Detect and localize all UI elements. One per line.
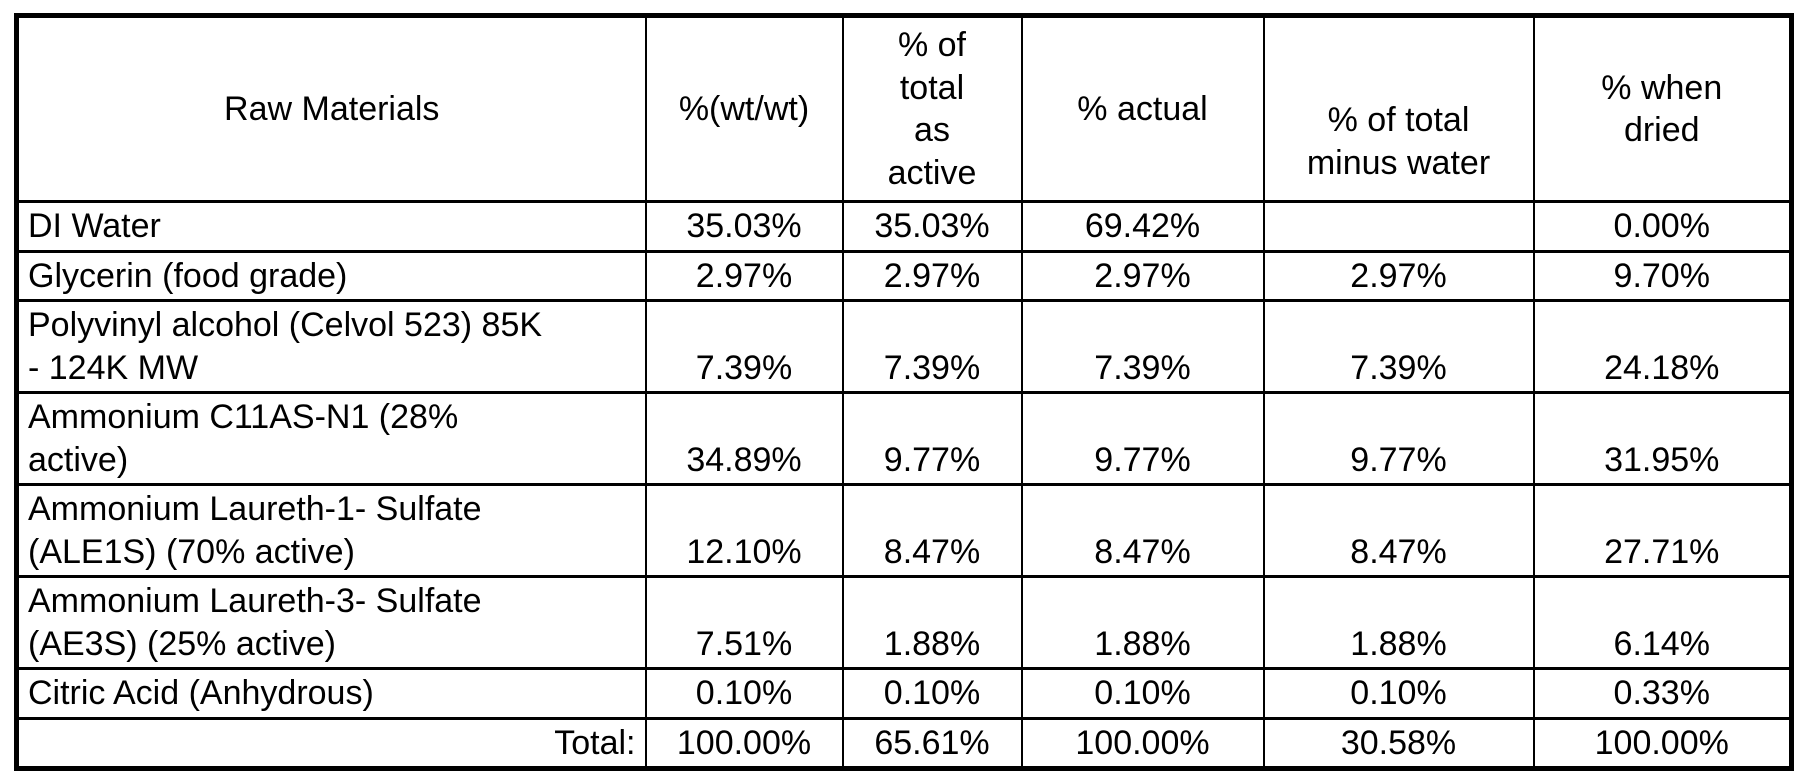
- wt-wt-cell: 7.39%: [644, 299, 844, 394]
- actual-cell: 8.47%: [1020, 483, 1265, 578]
- when-dried-cell: 0.00%: [1532, 200, 1793, 253]
- wt-wt-cell: 7.51%: [644, 575, 844, 670]
- total-as-active-cell: 35.03%: [841, 200, 1023, 253]
- column-header-actual: % actual: [1020, 14, 1265, 203]
- actual-cell: 9.77%: [1020, 391, 1265, 486]
- when-dried-cell: 31.95%: [1532, 391, 1793, 486]
- when-dried-cell: 24.18%: [1532, 299, 1793, 394]
- raw-materials-table: Raw Materials %(wt/wt) % of total as act…: [14, 13, 1794, 771]
- total-actual-cell: 100.00%: [1020, 716, 1265, 770]
- table-body: DI Water 35.03% 35.03% 69.42% 0.00% Glyc…: [15, 200, 1793, 770]
- wt-wt-cell: 0.10%: [644, 667, 844, 720]
- actual-cell: 7.39%: [1020, 299, 1265, 394]
- actual-cell: 69.42%: [1020, 200, 1265, 253]
- wt-wt-cell: 34.89%: [644, 391, 844, 486]
- total-minus-water-cell: 8.47%: [1262, 483, 1535, 578]
- column-header-total-minus-water: % of total minus water: [1262, 14, 1535, 203]
- wt-wt-cell: 12.10%: [644, 483, 844, 578]
- actual-cell: 2.97%: [1020, 249, 1265, 302]
- actual-cell: 0.10%: [1020, 667, 1265, 720]
- actual-cell: 1.88%: [1020, 575, 1265, 670]
- total-minus-water-cell: 30.58%: [1262, 716, 1535, 770]
- header-row: Raw Materials %(wt/wt) % of total as act…: [15, 14, 1793, 203]
- table-row-citric-acid: Citric Acid (Anhydrous) 0.10% 0.10% 0.10…: [15, 667, 1793, 720]
- when-dried-cell: 0.33%: [1532, 667, 1793, 720]
- total-as-active-cell: 8.47%: [841, 483, 1023, 578]
- total-wt-wt-cell: 100.00%: [644, 716, 844, 770]
- total-as-active-cell: 2.97%: [841, 249, 1023, 302]
- total-minus-water-cell: 1.88%: [1262, 575, 1535, 670]
- total-minus-water-cell: 9.77%: [1262, 391, 1535, 486]
- wt-wt-cell: 35.03%: [644, 200, 844, 253]
- wt-wt-cell: 2.97%: [644, 249, 844, 302]
- total-label-cell: Total:: [15, 716, 647, 770]
- material-name-cell: Glycerin (food grade): [15, 249, 647, 302]
- material-name-cell: Ammonium Laureth-3- Sulfate (AE3S) (25% …: [15, 575, 647, 670]
- total-minus-water-cell: 7.39%: [1262, 299, 1535, 394]
- total-minus-water-cell: [1262, 200, 1535, 253]
- column-header-total-as-active: % of total as active: [841, 14, 1023, 203]
- table-header: Raw Materials %(wt/wt) % of total as act…: [15, 14, 1793, 203]
- total-as-active-cell: 9.77%: [841, 391, 1023, 486]
- when-dried-cell: 6.14%: [1532, 575, 1793, 670]
- material-name-cell: Ammonium C11AS-N1 (28% active): [15, 391, 647, 486]
- table-row-ammonium-c11as-n1: Ammonium C11AS-N1 (28% active) 34.89% 9.…: [15, 391, 1793, 486]
- when-dried-cell: 27.71%: [1532, 483, 1793, 578]
- total-when-dried-cell: 100.00%: [1532, 716, 1793, 770]
- material-name-cell: Citric Acid (Anhydrous): [15, 667, 647, 720]
- material-name-cell: DI Water: [15, 200, 647, 253]
- column-header-wt-wt: %(wt/wt): [644, 14, 844, 203]
- column-header-raw-materials: Raw Materials: [15, 14, 647, 203]
- table-row-glycerin: Glycerin (food grade) 2.97% 2.97% 2.97% …: [15, 249, 1793, 302]
- material-name-cell: Polyvinyl alcohol (Celvol 523) 85K - 124…: [15, 299, 647, 394]
- total-as-active-cell: 1.88%: [841, 575, 1023, 670]
- table-row-polyvinyl-alcohol: Polyvinyl alcohol (Celvol 523) 85K - 124…: [15, 299, 1793, 394]
- total-as-active-cell: 7.39%: [841, 299, 1023, 394]
- table-row-ammonium-laureth-3-sulfate: Ammonium Laureth-3- Sulfate (AE3S) (25% …: [15, 575, 1793, 670]
- total-as-active-cell: 0.10%: [841, 667, 1023, 720]
- table-row-total: Total: 100.00% 65.61% 100.00% 30.58% 100…: [15, 716, 1793, 770]
- column-header-when-dried: % when dried: [1532, 14, 1793, 203]
- table-row-ammonium-laureth-1-sulfate: Ammonium Laureth-1- Sulfate (ALE1S) (70%…: [15, 483, 1793, 578]
- total-minus-water-cell: 2.97%: [1262, 249, 1535, 302]
- total-as-active-cell: 65.61%: [841, 716, 1023, 770]
- material-name-cell: Ammonium Laureth-1- Sulfate (ALE1S) (70%…: [15, 483, 647, 578]
- total-minus-water-cell: 0.10%: [1262, 667, 1535, 720]
- table-row-di-water: DI Water 35.03% 35.03% 69.42% 0.00%: [15, 200, 1793, 253]
- when-dried-cell: 9.70%: [1532, 249, 1793, 302]
